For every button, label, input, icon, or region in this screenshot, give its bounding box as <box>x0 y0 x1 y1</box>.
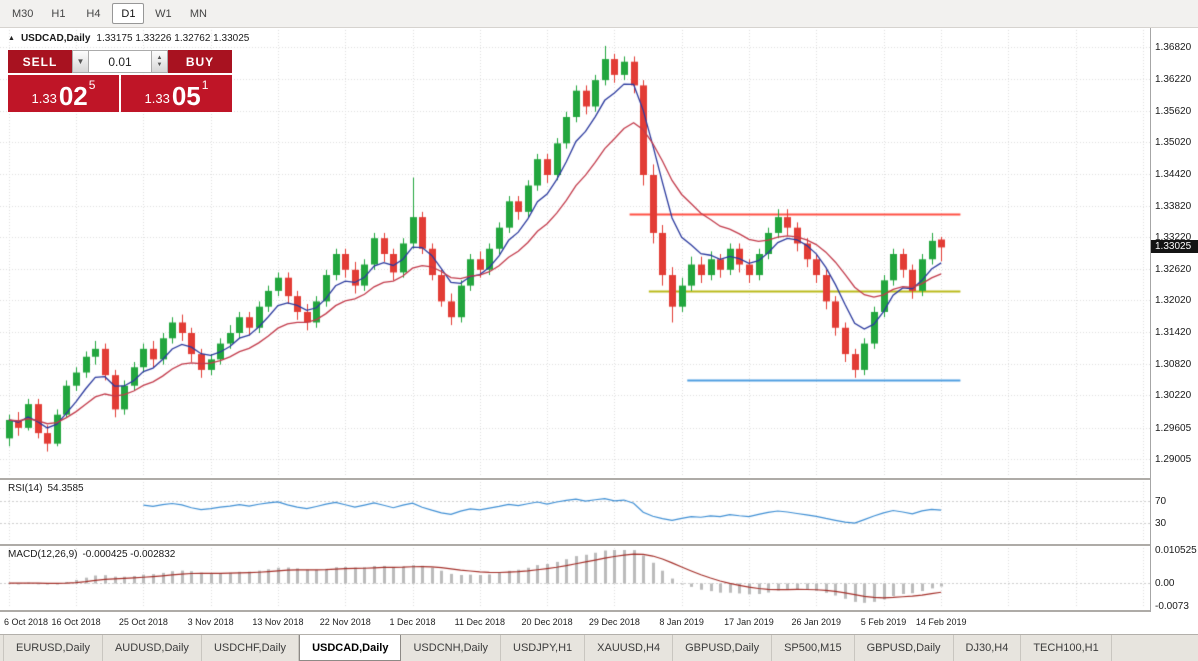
tab-sp500-m15[interactable]: SP500,M15 <box>772 635 855 661</box>
date-axis-label: 29 Dec 2018 <box>588 617 640 627</box>
bid-price-big: 02 <box>58 81 88 111</box>
axis-label: 0.010525 <box>1155 545 1197 556</box>
axis-label: 70 <box>1155 495 1167 507</box>
date-axis-label: 20 Dec 2018 <box>521 617 573 627</box>
ask-price-pip: 1 <box>201 78 209 92</box>
ask-price-prefix: 1.33 <box>144 91 170 106</box>
axis-label: 1.33820 <box>1155 200 1192 212</box>
tab-xauusd-h4[interactable]: XAUUSD,H4 <box>585 635 674 661</box>
timeframe-button-mn[interactable]: MN <box>189 7 207 20</box>
date-axis-label: 6 Oct 2018 <box>3 617 49 627</box>
bid-price-box[interactable]: 1.33 02 5 <box>8 75 119 112</box>
macd-values: -0.000425 -0.002832 <box>82 549 176 560</box>
date-axis-label: 17 Jan 2019 <box>724 617 774 627</box>
chart-tab-bar: EURUSD,Daily AUDUSD,Daily USDCHF,Daily USDC… <box>0 634 1198 661</box>
timeframe-button-w1[interactable]: W1 <box>155 7 172 20</box>
rsi-name: RSI(14) <box>8 483 43 494</box>
axis-label: 30 <box>1155 518 1167 530</box>
axis-label: 1.32620 <box>1155 263 1192 275</box>
date-axis-label: 26 Jan 2019 <box>791 617 842 627</box>
tab-usdcnh-daily[interactable]: USDCNH,Daily <box>401 635 502 661</box>
tab-usdjpy-h1[interactable]: USDJPY,H1 <box>501 635 586 661</box>
axis-label: 1.30220 <box>1155 390 1192 402</box>
macd-name: MACD(12,26,9) <box>8 549 78 560</box>
axis-label: 1.30820 <box>1155 358 1192 370</box>
bid-price-prefix: 1.33 <box>31 91 57 106</box>
ask-price-box[interactable]: 1.33 05 1 <box>121 75 232 112</box>
date-axis-label: 5 Feb 2019 <box>860 617 907 627</box>
chart-icon: ▲ <box>8 35 15 42</box>
axis-label: -0.0073 <box>1155 601 1189 612</box>
one-click-trade-panel: SELL ▼ ▲ ▼ BUY 1.33 02 5 1.33 05 1 <box>8 50 232 112</box>
spin-down-icon[interactable]: ▼ <box>156 61 163 68</box>
tab-usdchf-daily[interactable]: USDCHF,Daily <box>202 635 300 661</box>
ask-price-big: 05 <box>171 81 201 111</box>
axis-label: 1.36820 <box>1155 42 1192 54</box>
date-axis-label: 1 Dec 2018 <box>389 617 436 627</box>
date-axis-label: 14 Feb 2019 <box>915 617 967 627</box>
date-axis-label: 25 Oct 2018 <box>118 617 168 627</box>
panel-separator[interactable] <box>0 478 1198 480</box>
trade-controls-row: SELL ▼ ▲ ▼ BUY <box>8 50 232 73</box>
axis-label: 1.29005 <box>1155 454 1192 466</box>
macd-label: MACD(12,26,9) -0.000425 -0.002832 <box>8 549 175 560</box>
axis-label: 1.34420 <box>1155 168 1192 180</box>
axis-label: 1.32020 <box>1155 295 1192 307</box>
timeframe-toolbar: M30 H1 H4 D1 W1 MN <box>0 0 1198 28</box>
volume-input[interactable] <box>89 50 151 73</box>
rsi-value: 54.3585 <box>47 483 84 494</box>
axis-label: 1.35020 <box>1155 137 1192 149</box>
date-axis-label: 11 Dec 2018 <box>454 617 505 627</box>
axis-label: 1.33220 <box>1155 232 1192 244</box>
panel-separator[interactable] <box>0 544 1198 546</box>
date-axis-label: 3 Nov 2018 <box>187 617 234 627</box>
price-axis: 1.33025 1.36820 1.36220 1.35620 1.35020 1.34… <box>1150 28 1198 612</box>
macd-panel-canvas[interactable] <box>0 546 1150 610</box>
date-axis-label: 22 Nov 2018 <box>319 617 371 627</box>
bid-price-pip: 5 <box>88 78 96 92</box>
rsi-panel-canvas[interactable] <box>0 480 1150 544</box>
date-axis-label: 16 Oct 2018 <box>51 617 101 627</box>
timeframe-button-m30[interactable]: M30 <box>12 7 34 20</box>
date-axis-label: 8 Jan 2019 <box>659 617 704 627</box>
axis-label: 1.35620 <box>1155 105 1192 117</box>
chart-ohlc-values: 1.33175 1.33226 1.32762 1.33025 <box>96 33 250 44</box>
axis-label: 1.36220 <box>1155 74 1192 86</box>
timeframe-button-h1[interactable]: H1 <box>51 7 66 20</box>
tab-tech100-h1[interactable]: TECH100,H1 <box>1021 635 1112 661</box>
volume-dropdown-icon[interactable]: ▼ <box>72 50 89 73</box>
buy-button[interactable]: BUY <box>168 50 232 73</box>
timeframe-button-d1[interactable]: D1 <box>112 3 145 24</box>
tab-audusd-daily[interactable]: AUDUSD,Daily <box>103 635 202 661</box>
axis-label: 1.29605 <box>1155 422 1192 434</box>
chart-title: ▲ USDCAD,Daily 1.33175 1.33226 1.32762 1… <box>8 33 249 44</box>
date-axis: 6 Oct 2018 16 Oct 2018 25 Oct 2018 3 Nov 20… <box>0 612 1198 634</box>
tab-eurusd-daily[interactable]: EURUSD,Daily <box>3 635 103 661</box>
panel-separator <box>0 610 1198 612</box>
tab-gbpusd-daily[interactable]: GBPUSD,Daily <box>673 635 773 661</box>
chart-symbol-label: USDCAD,Daily <box>20 33 91 44</box>
tab-gbpusd-daily[interactable]: GBPUSD,Daily <box>855 635 954 661</box>
axis-label: 0.00 <box>1155 578 1175 590</box>
tab-usdcad-daily[interactable]: USDCAD,Daily <box>299 635 402 661</box>
current-price-tag: 1.33025 <box>1151 240 1198 254</box>
volume-spinner[interactable]: ▲ ▼ <box>151 50 168 73</box>
rsi-label: RSI(14) 54.3585 <box>8 483 84 494</box>
axis-label: 1.31420 <box>1155 326 1192 338</box>
trade-price-row: 1.33 02 5 1.33 05 1 <box>8 75 232 112</box>
sell-button[interactable]: SELL <box>8 50 72 73</box>
date-axis-label: 13 Nov 2018 <box>252 617 304 627</box>
spin-up-icon[interactable]: ▲ <box>156 54 163 61</box>
tab-dj30-h4[interactable]: DJ30,H4 <box>954 635 1022 661</box>
timeframe-button-h4[interactable]: H4 <box>86 7 101 20</box>
